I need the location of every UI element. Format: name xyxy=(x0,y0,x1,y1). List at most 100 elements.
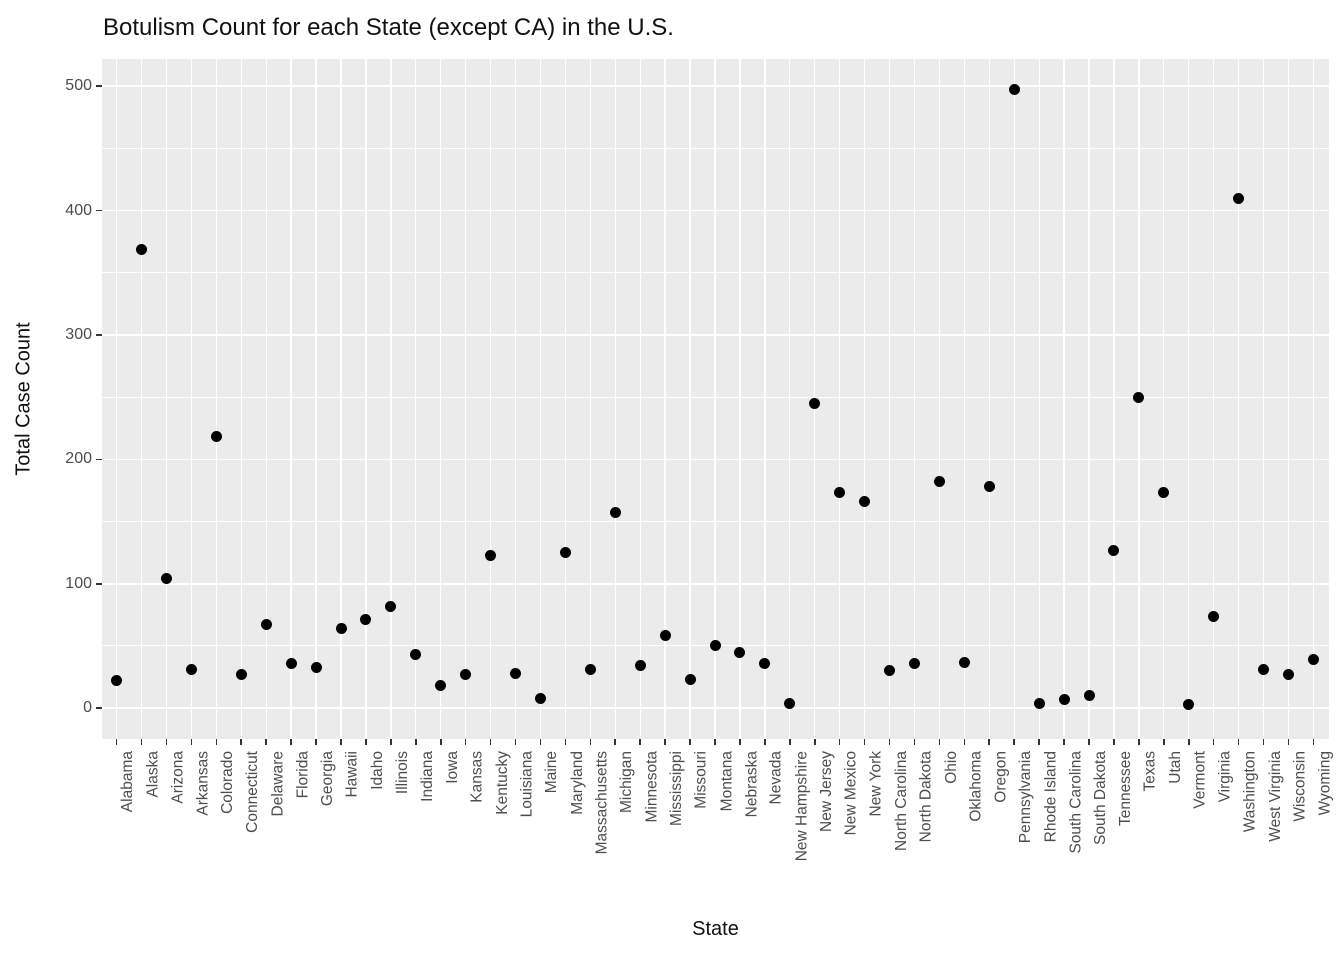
y-axis-tick-label: 400 xyxy=(65,201,92,219)
gridline-state xyxy=(614,59,616,739)
data-point xyxy=(609,507,621,519)
x-axis-tick xyxy=(1138,739,1140,745)
data-point xyxy=(1033,697,1045,709)
gridline-state xyxy=(1013,59,1015,739)
gridline-state xyxy=(1063,59,1065,739)
gridline-state xyxy=(1262,59,1265,739)
x-axis-title: State xyxy=(692,918,739,940)
data-point xyxy=(510,667,522,679)
data-point xyxy=(485,549,497,561)
x-axis-tick xyxy=(1088,739,1090,745)
x-axis-tick xyxy=(215,739,218,745)
data-point xyxy=(260,619,272,631)
gridline-state xyxy=(1287,59,1290,739)
x-axis-tick xyxy=(265,739,267,745)
x-axis-tick xyxy=(190,739,193,745)
gridline-state xyxy=(115,59,118,739)
y-axis-tick xyxy=(96,209,102,212)
gridline-state xyxy=(1213,59,1215,739)
x-axis-tick xyxy=(764,739,766,745)
gridline-state xyxy=(315,59,317,739)
x-axis-tick xyxy=(315,739,317,745)
gridline-state xyxy=(988,59,990,739)
x-axis-tick xyxy=(514,739,517,745)
gridline-state xyxy=(639,59,641,739)
data-point xyxy=(136,243,148,255)
gridline-state xyxy=(390,59,392,739)
x-axis-tick xyxy=(838,739,841,745)
gridline-state xyxy=(789,59,791,739)
x-axis-tick xyxy=(1038,739,1040,745)
x-axis-tick xyxy=(140,739,143,745)
gridline-state xyxy=(240,59,242,739)
gridline-state xyxy=(1163,59,1165,739)
x-axis-tick xyxy=(1212,739,1215,745)
data-point xyxy=(1282,669,1294,681)
data-point xyxy=(834,487,846,499)
gridline-state xyxy=(539,59,542,739)
data-point xyxy=(460,669,472,681)
x-axis-tick xyxy=(290,739,292,745)
gridline-state xyxy=(190,59,193,739)
data-point xyxy=(1258,664,1270,676)
chart-title: Botulism Count for each State (except CA… xyxy=(103,14,674,41)
data-point xyxy=(734,646,746,658)
gridline-state xyxy=(1038,59,1040,739)
data-point xyxy=(884,665,896,677)
data-point xyxy=(908,657,920,669)
gridline-state xyxy=(340,59,342,739)
data-point xyxy=(111,675,123,687)
x-axis-tick xyxy=(988,739,991,745)
x-axis-tick xyxy=(1312,739,1315,745)
gridline-state xyxy=(888,59,891,739)
data-point xyxy=(1083,690,1095,702)
data-point xyxy=(659,630,671,642)
data-point xyxy=(1058,693,1070,705)
gridline-state xyxy=(265,59,267,739)
data-point xyxy=(435,680,447,692)
gridline-state xyxy=(963,59,965,739)
x-axis-tick xyxy=(1063,739,1065,745)
gridline-state xyxy=(1237,59,1240,739)
data-point xyxy=(1208,610,1220,622)
data-point xyxy=(983,481,995,493)
gridline-state xyxy=(1088,59,1090,739)
x-axis-tick xyxy=(813,739,816,745)
x-axis-tick xyxy=(789,739,791,745)
x-axis-tick xyxy=(639,739,641,745)
x-axis-tick xyxy=(539,739,542,745)
x-axis-tick xyxy=(863,739,866,745)
gridline-state xyxy=(739,59,741,739)
gridline-state xyxy=(564,59,567,739)
x-axis-tick xyxy=(888,739,891,745)
data-point xyxy=(958,656,970,668)
data-point xyxy=(185,664,197,676)
gridline-state xyxy=(1113,59,1115,739)
y-axis-tick xyxy=(96,458,102,461)
gridline-state xyxy=(839,59,841,739)
x-axis-tick xyxy=(415,739,417,745)
data-point xyxy=(859,496,871,508)
y-axis-tick-label: 500 xyxy=(65,77,92,95)
gridline-state xyxy=(415,59,417,739)
x-axis-tick xyxy=(614,739,617,745)
y-axis-tick-label: 300 xyxy=(65,325,92,343)
x-axis-tick xyxy=(739,739,741,745)
x-axis-tick xyxy=(1163,739,1165,745)
x-axis-tick xyxy=(1237,739,1240,745)
x-axis-tick xyxy=(165,739,168,745)
x-axis-tick xyxy=(340,739,342,745)
x-axis-tick xyxy=(564,739,567,745)
x-axis-tick xyxy=(664,739,666,745)
data-point xyxy=(933,476,945,488)
gridline-state xyxy=(465,59,467,739)
gridline-state xyxy=(938,59,941,739)
gridline-state xyxy=(514,59,517,739)
plot-panel xyxy=(102,59,1329,739)
x-axis-tick xyxy=(489,739,492,745)
data-point xyxy=(709,640,721,652)
y-axis-tick xyxy=(96,582,102,585)
y-axis-tick-label: 200 xyxy=(65,450,92,468)
x-axis-tick xyxy=(938,739,941,745)
